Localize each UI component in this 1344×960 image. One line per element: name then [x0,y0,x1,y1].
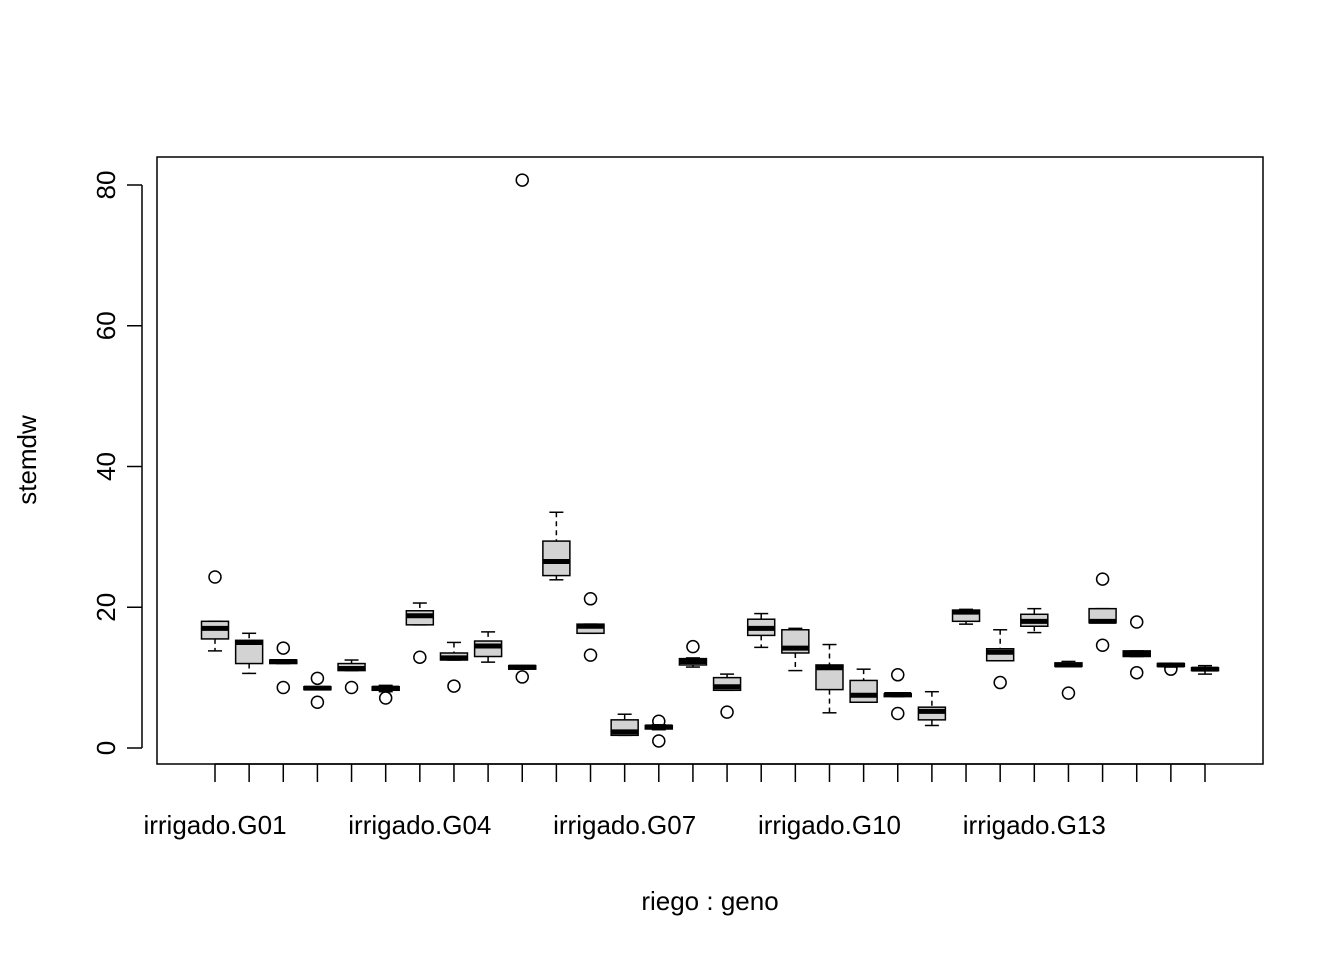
outlier-point [515,173,529,187]
y-tick-label: 60 [91,311,121,340]
outlier-point [1129,615,1144,629]
outlier-point [720,705,734,719]
outlier-point [208,570,222,584]
box-group [781,627,810,672]
box-group [644,714,674,748]
box-group [1190,664,1220,675]
box-group [917,690,947,727]
outlier-point [413,650,427,664]
x-tick-label: irrigado.G13 [963,810,1106,840]
box-group [1020,607,1049,634]
outlier-point [686,639,700,654]
y-tick-label: 0 [91,741,121,755]
outlier-point [1164,662,1178,676]
y-tick-label: 20 [91,593,121,622]
boxes [200,173,1220,748]
box-iqr [473,640,503,658]
box-group [473,631,503,663]
outlier-point [652,734,666,748]
box-group [815,643,844,714]
box-group [883,668,913,721]
box-group [746,612,776,649]
y-axis: 0 20 40 60 80 [91,171,143,755]
outlier-point [310,671,325,686]
box-group [337,659,366,695]
outlier-point [993,675,1007,690]
outlier-point [1061,686,1076,700]
box-group [849,668,878,704]
outlier-point [276,680,291,695]
y-tick-label: 40 [91,452,121,481]
box-group [542,511,571,581]
outlier-point [891,706,905,721]
outlier-point [310,695,325,710]
box-iqr [849,679,878,704]
x-tick-label: irrigado.G10 [758,810,901,840]
box-group [200,570,230,652]
box-group [985,629,1015,690]
x-axis: irrigado.G01 irrigado.G04 irrigado.G07 irri… [143,763,1206,840]
outlier-point [891,668,905,682]
plot-frame [156,156,1264,765]
x-tick-label: irrigado.G01 [143,810,286,840]
outlier-point [1129,665,1144,680]
x-tick-label: irrigado.G04 [348,810,491,840]
box-group [678,639,708,668]
box-group [371,684,400,705]
box-group [269,641,298,695]
box-group [1088,572,1117,653]
outlier-point [1095,638,1110,653]
outlier-point [344,680,359,695]
y-axis-title: stemdw [12,415,42,505]
outlier-point [378,691,393,705]
outlier-point [1095,572,1110,586]
box-iqr [542,540,571,577]
box-group [234,632,264,675]
box-group [507,173,537,684]
box-group [712,673,742,719]
outlier-point [583,592,598,606]
x-axis-title: riego : geno [641,886,778,916]
outlier-point [447,679,461,693]
outlier-point [515,670,529,684]
box-group [1054,660,1083,700]
box-group [1122,615,1151,680]
x-tick-label: irrigado.G07 [553,810,696,840]
box-group [439,641,469,693]
y-tick-label: 80 [91,171,121,200]
outlier-point [583,648,598,662]
outlier-point [652,714,666,729]
box-group [576,592,605,662]
box-group [951,608,981,625]
box-group [610,713,639,737]
outlier-point [276,641,291,655]
box-group [1156,662,1186,676]
box-group [303,671,332,710]
box-group [405,602,435,664]
